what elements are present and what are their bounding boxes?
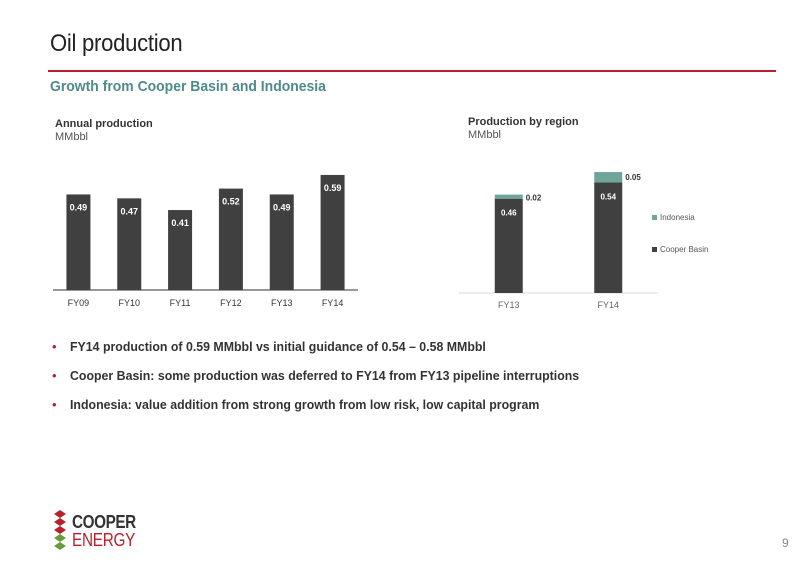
annual-bar-FY12 xyxy=(218,188,243,290)
region-tick-label-FY14: FY14 xyxy=(597,300,619,310)
annual-tick-label-FY14: FY14 xyxy=(322,298,344,308)
annual-chart-header: Annual production MMbbl xyxy=(55,118,153,144)
annual-tick-label-FY10: FY10 xyxy=(118,298,140,308)
annual-chart-unit: MMbbl xyxy=(55,131,89,143)
annual-chart-title: Annual production xyxy=(55,118,153,130)
bullet-item: • FY14 production of 0.59 MMbbl vs initia… xyxy=(52,338,606,367)
annual-data-label-FY09: 0.49 xyxy=(70,202,88,212)
region-bar-FY14-indonesia xyxy=(594,172,623,183)
production-by-region-chart: 0.46 0.02 FY13 0.54 0.05 FY14 Indonesia Cooper … xyxy=(459,172,708,310)
region-data-label-FY14-cooper-basin: 0.54 xyxy=(600,192,616,201)
legend-swatch-cooper-basin xyxy=(652,247,657,252)
annual-bar-FY10 xyxy=(117,198,142,290)
legend-swatch-indonesia xyxy=(652,215,657,220)
annual-bar-FY14 xyxy=(320,174,345,290)
bullet-dot: • xyxy=(52,397,57,412)
region-bar-FY13-cooper-basin xyxy=(494,198,523,293)
annual-data-label-FY11: 0.41 xyxy=(171,218,189,228)
annual-production-chart: 0.49 FY09 0.47 FY10 0.41 FY11 0.52 FY12 0.49 FY13… xyxy=(53,174,358,308)
annual-tick-label-FY11: FY11 xyxy=(170,298,191,308)
region-chart-header: Production by region MMbbl xyxy=(468,116,579,142)
region-chart-title: Production by region xyxy=(468,116,579,128)
bullet-item: • Cooper Basin: some production was defer… xyxy=(52,367,606,396)
annual-data-label-FY13: 0.49 xyxy=(273,202,291,212)
title-divider xyxy=(48,70,776,72)
annual-bar-FY09 xyxy=(66,194,91,290)
bullet-text: FY14 production of 0.59 MMbbl vs initial… xyxy=(70,339,486,354)
bullet-list: • FY14 production of 0.59 MMbbl vs initia… xyxy=(52,338,606,425)
bullet-item: • Indonesia: value addition from strong g… xyxy=(52,396,606,425)
annual-data-label-FY14: 0.59 xyxy=(324,183,342,193)
bullet-dot: • xyxy=(52,339,57,354)
slide-subtitle: Growth from Cooper Basin and Indonesia xyxy=(50,78,326,95)
bullet-text: Indonesia: value addition from strong gr… xyxy=(70,397,540,412)
annual-data-label-FY12: 0.52 xyxy=(222,197,240,207)
legend-label-cooper-basin: Cooper Basin xyxy=(660,245,708,254)
page-number: 9 xyxy=(782,536,789,550)
region-tick-label-FY13: FY13 xyxy=(498,300,520,310)
bullet-dot: • xyxy=(52,368,57,383)
logo-text-energy: ENERGY xyxy=(72,530,136,550)
slide-title: Oil production xyxy=(50,30,183,57)
legend-label-indonesia: Indonesia xyxy=(660,213,695,222)
annual-tick-label-FY12: FY12 xyxy=(220,298,242,308)
annual-tick-label-FY09: FY09 xyxy=(68,298,90,308)
region-bar-FY14-cooper-basin xyxy=(594,182,623,293)
logo-mark-icon xyxy=(54,510,66,550)
annual-bar-FY11 xyxy=(168,210,193,290)
region-data-label-FY14-indonesia: 0.05 xyxy=(625,173,641,182)
annual-tick-label-FY13: FY13 xyxy=(271,298,293,308)
logo-text-cooper: COOPER xyxy=(72,512,136,532)
region-chart-unit: MMbbl xyxy=(468,129,502,141)
region-bar-FY13-indonesia xyxy=(494,194,523,199)
annual-bar-FY13 xyxy=(269,194,294,290)
cooper-energy-logo: COOPER ENERGY xyxy=(52,510,152,550)
annual-data-label-FY10: 0.47 xyxy=(120,206,138,216)
region-data-label-FY13-indonesia: 0.02 xyxy=(526,194,542,203)
bullet-text: Cooper Basin: some production was deferr… xyxy=(70,368,580,383)
region-data-label-FY13-cooper-basin: 0.46 xyxy=(501,209,517,218)
